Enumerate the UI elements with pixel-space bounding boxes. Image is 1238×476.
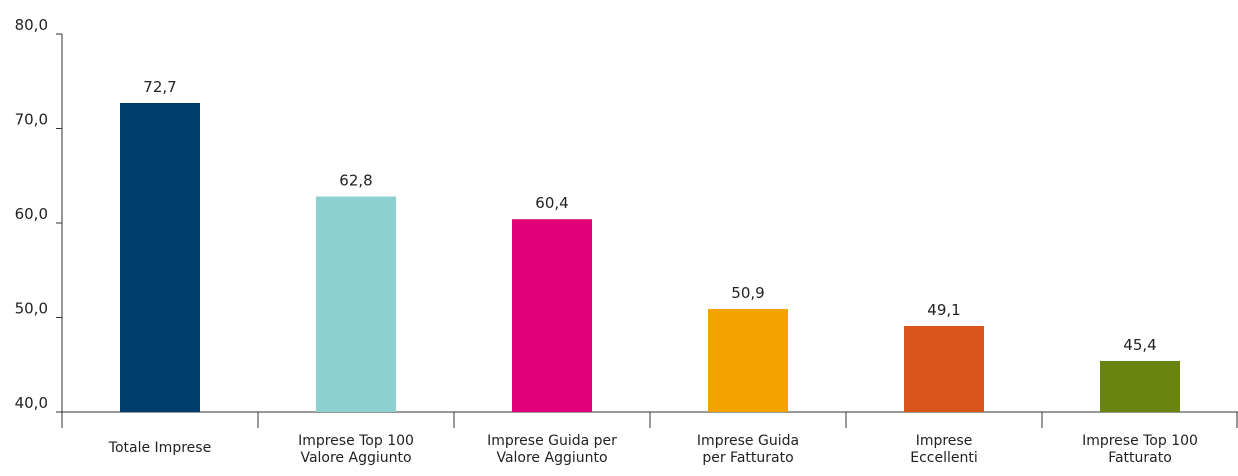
category-label: Imprese Guida per Valore Aggiunto — [487, 433, 617, 466]
bar — [904, 326, 984, 412]
value-label: 60,4 — [535, 194, 568, 212]
y-axis: 40,0 50,0 60,0 70,0 80,0 — [15, 16, 63, 413]
y-tick-label: 50,0 — [15, 300, 48, 318]
bar — [512, 219, 592, 412]
y-tick-label: 70,0 — [15, 111, 48, 129]
y-tick-label: 60,0 — [15, 205, 48, 223]
value-label: 72,7 — [143, 78, 176, 96]
category-label: Imprese Eccellenti — [910, 433, 978, 466]
bar — [1100, 360, 1180, 412]
category-label: Totale Imprese — [108, 440, 211, 456]
x-axis — [61, 411, 1238, 428]
category-label: Imprese Guida per Fatturato — [697, 433, 799, 466]
bar — [708, 308, 788, 412]
bar — [316, 196, 396, 412]
category-label: Imprese Top 100 Valore Aggiunto — [298, 433, 414, 466]
value-labels: 72,7 62,8 60,4 50,9 49,1 45,4 — [143, 78, 1156, 354]
y-tick-label: 40,0 — [15, 394, 48, 412]
bars — [120, 102, 1180, 413]
value-label: 49,1 — [927, 301, 960, 319]
value-label: 50,9 — [731, 284, 764, 302]
bar — [120, 102, 200, 413]
value-label: 62,8 — [339, 172, 372, 190]
value-label: 45,4 — [1123, 336, 1156, 354]
y-tick-label: 80,0 — [15, 16, 48, 34]
category-label: Imprese Top 100 Fatturato — [1082, 433, 1198, 466]
category-labels: Totale Imprese Imprese Top 100 Valore Aggi… — [108, 433, 1198, 466]
